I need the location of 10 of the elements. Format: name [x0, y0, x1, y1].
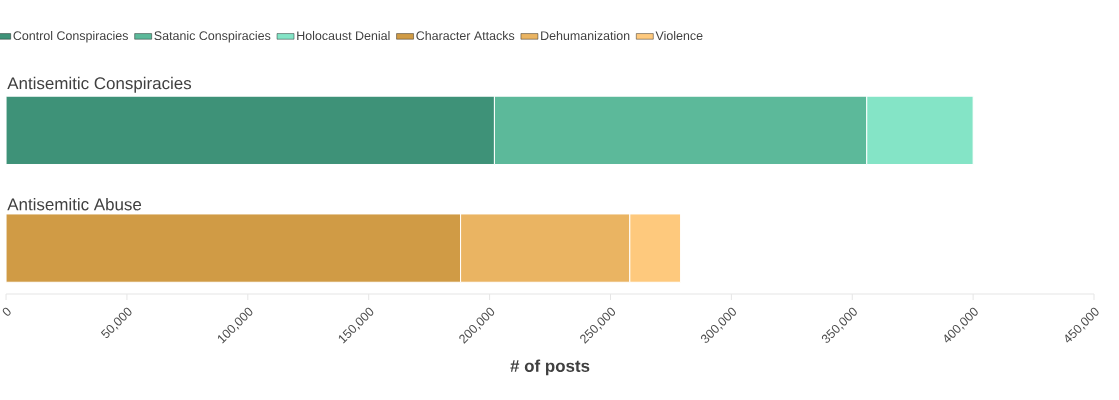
legend-label: Character Attacks — [416, 30, 515, 41]
x-tick-label: 0 — [2, 307, 11, 316]
legend-label: Control Conspiracies — [13, 30, 128, 43]
legend-label: Violence — [655, 30, 703, 41]
x-axis-title: # of posts — [510, 359, 590, 376]
legend-label: Holocaust Denial — [297, 30, 390, 41]
legend-label: Dehumanization — [541, 30, 630, 41]
y-tick-label: Antisemitic Conspiracies — [7, 76, 192, 93]
y-tick-label: Antisemitic Abuse — [7, 197, 142, 211]
legend-label: Satanic Conspiracies — [154, 30, 271, 43]
